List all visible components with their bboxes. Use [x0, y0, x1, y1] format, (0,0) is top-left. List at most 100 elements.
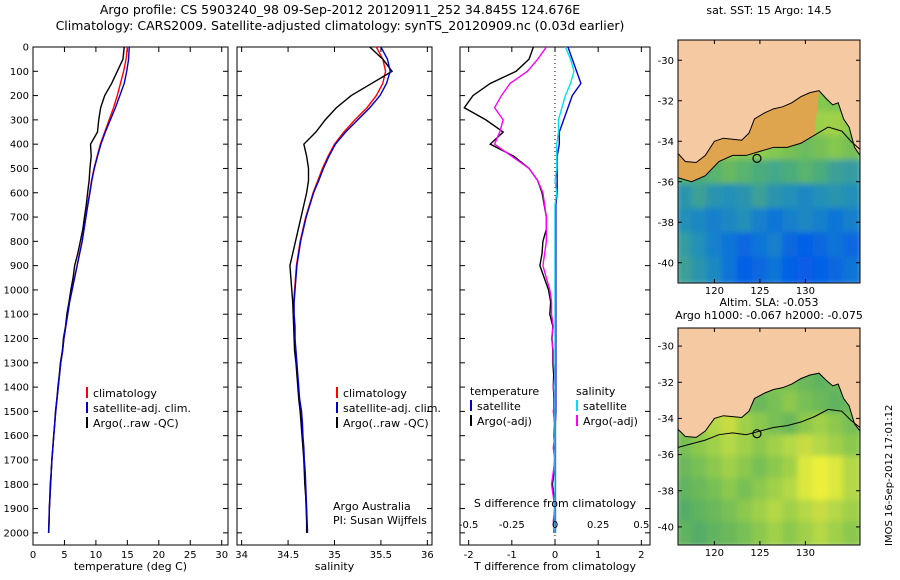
svg-text:10: 10 — [90, 550, 103, 561]
pi-note: PI: Susan Wijffels — [333, 514, 427, 527]
svg-text:800: 800 — [10, 237, 29, 248]
legend-label: satellite-adj. clim. — [93, 402, 191, 415]
satellite-line-swatch — [336, 402, 338, 413]
svg-text:900: 900 — [10, 261, 29, 272]
legend-item: satellite — [576, 399, 638, 414]
legend-label: Argo(..raw -QC) — [343, 417, 429, 430]
svg-text:300: 300 — [10, 115, 29, 126]
svg-text:-36: -36 — [658, 177, 674, 188]
xlabel-temperature: temperature (deg C) — [73, 560, 188, 573]
s-difference-axis-label: S difference from climatology — [473, 497, 637, 510]
legend-item: satellite — [470, 399, 539, 414]
page-title: Argo profile: CS 5903240_98 09-Sep-2012 … — [99, 2, 581, 17]
svg-text:1100: 1100 — [4, 310, 29, 321]
svg-text:-1: -1 — [507, 550, 517, 561]
svg-text:15: 15 — [121, 550, 134, 561]
legend-label: satellite-adj. clim. — [343, 402, 441, 415]
legend-label: climatology — [343, 387, 407, 400]
svg-text:1: 1 — [595, 550, 601, 561]
svg-text:2: 2 — [638, 550, 644, 561]
svg-text:0: 0 — [30, 550, 36, 561]
svg-text:-34: -34 — [658, 137, 674, 148]
climatology-line-swatch — [336, 387, 338, 398]
svg-text:100: 100 — [10, 67, 29, 78]
legend-column-header: salinity — [576, 385, 616, 398]
svg-text:125: 125 — [750, 286, 769, 297]
svg-text:1800: 1800 — [4, 480, 29, 491]
argo-line-swatch — [86, 417, 88, 428]
svg-text:34: 34 — [235, 550, 248, 561]
satellite-salinity-line-swatch — [576, 400, 578, 411]
svg-text:1500: 1500 — [4, 407, 29, 418]
svg-text:700: 700 — [10, 213, 29, 224]
legend-item: satellite-adj. clim. — [336, 401, 441, 416]
legend-label: satellite — [477, 400, 521, 413]
svg-text:25: 25 — [184, 550, 197, 561]
svg-text:35: 35 — [328, 550, 341, 561]
legend-item: Argo(..raw -QC) — [86, 416, 191, 431]
legend-label: Argo(..raw -QC) — [93, 417, 179, 430]
svg-text:-40: -40 — [658, 522, 674, 533]
svg-text:-30: -30 — [658, 56, 674, 67]
svg-text:120: 120 — [705, 548, 724, 559]
svg-text:-32: -32 — [658, 96, 674, 107]
sst-map-title: sat. SST: 15 Argo: 14.5 — [706, 4, 832, 17]
svg-text:1000: 1000 — [4, 285, 29, 296]
svg-text:130: 130 — [796, 286, 815, 297]
svg-text:-30: -30 — [658, 342, 674, 353]
argo-australia-note: Argo Australia — [333, 500, 411, 513]
svg-text:1700: 1700 — [4, 455, 29, 466]
sla-map: 120 125 130 -30 -32 -34 -36 -38 -40 — [658, 327, 861, 559]
svg-text:-0.5: -0.5 — [459, 520, 479, 531]
svg-text:-40: -40 — [658, 258, 674, 269]
svg-text:500: 500 — [10, 164, 29, 175]
svg-text:-32: -32 — [658, 378, 674, 389]
legend-label: Argo(-adj) — [583, 415, 638, 428]
xlabel-t-difference: T difference from climatology — [474, 560, 636, 573]
sla-map-title: Altim. SLA: -0.053 — [719, 296, 819, 309]
legend-column-header: temperature — [470, 385, 540, 398]
legend-item: Argo(-adj) — [576, 414, 638, 429]
climatology-line-swatch — [86, 387, 88, 398]
svg-text:130: 130 — [796, 548, 815, 559]
legend-item: climatology — [336, 386, 441, 401]
svg-text:2000: 2000 — [4, 528, 29, 539]
legend-item: climatology — [86, 386, 191, 401]
svg-text:600: 600 — [10, 188, 29, 199]
svg-text:-0.25: -0.25 — [499, 520, 525, 531]
page-subtitle: Climatology: CARS2009. Satellite-adjuste… — [55, 18, 625, 33]
difference-panel: -2 -1 0 1 2 -0.5 -0.25 0 0.25 0.5 — [459, 46, 651, 561]
svg-text:1600: 1600 — [4, 431, 29, 442]
svg-text:120: 120 — [705, 286, 724, 297]
svg-text:5: 5 — [61, 550, 67, 561]
argo-heights-title: Argo h1000: -0.067 h2000: -0.075 — [675, 309, 863, 322]
salinity-legend: climatology satellite-adj. clim. Argo(..… — [336, 386, 441, 431]
svg-text:0: 0 — [552, 550, 558, 561]
svg-text:0.25: 0.25 — [587, 520, 609, 531]
legend-label: climatology — [93, 387, 157, 400]
legend-item: Argo(-adj) — [470, 414, 539, 429]
xlabel-salinity: salinity — [314, 560, 355, 573]
svg-text:-38: -38 — [658, 218, 674, 229]
svg-text:-36: -36 — [658, 450, 674, 461]
argo-line-swatch — [336, 417, 338, 428]
svg-text:1200: 1200 — [4, 334, 29, 345]
difference-legend-temperature: temperature satellite Argo(-adj) — [470, 384, 539, 429]
satellite-line-swatch — [470, 400, 472, 411]
temperature-legend: climatology satellite-adj. clim. Argo(..… — [86, 386, 191, 431]
svg-text:1300: 1300 — [4, 358, 29, 369]
argo-salinity-line-swatch — [576, 415, 578, 426]
temperature-profile-panel: 0 5 10 15 20 25 300100200300400500600700800900… — [4, 43, 229, 561]
svg-text:400: 400 — [10, 140, 29, 151]
svg-text:1400: 1400 — [4, 383, 29, 394]
difference-legend-salinity: salinity satellite Argo(-adj) — [576, 384, 638, 429]
argo-line-swatch — [470, 415, 472, 426]
salinity-profile-panel: 34 34.5 35 35.5 36 — [235, 46, 434, 561]
svg-text:-2: -2 — [464, 550, 474, 561]
svg-text:34.5: 34.5 — [277, 550, 299, 561]
svg-text:-38: -38 — [658, 486, 674, 497]
legend-item: Argo(..raw -QC) — [336, 416, 441, 431]
timestamp-side-text: IMOS 16-Sep-2012 17:01:12 — [884, 404, 895, 546]
